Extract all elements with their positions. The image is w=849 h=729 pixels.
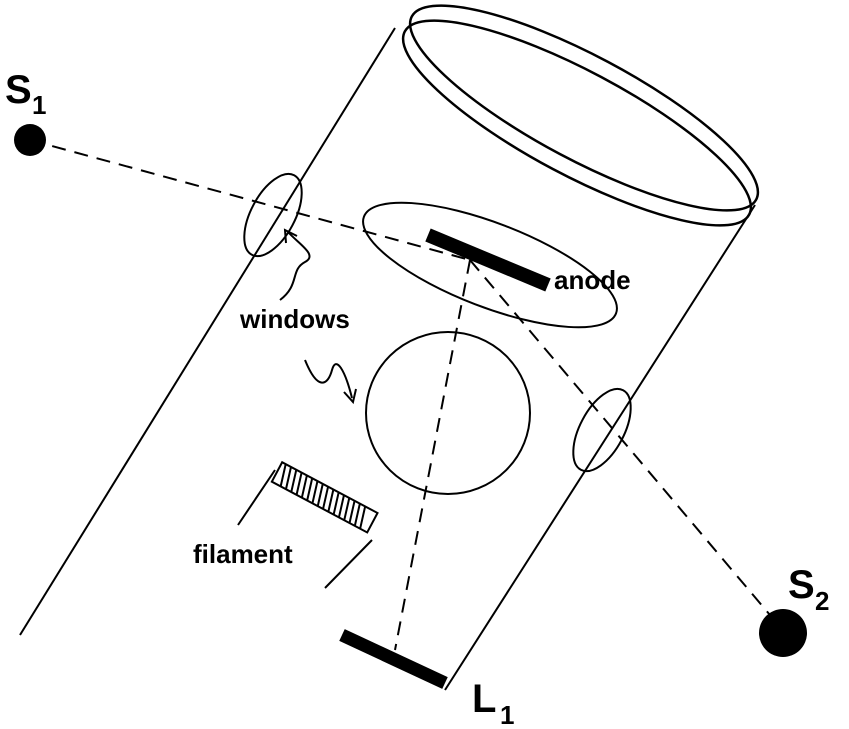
- right-window: [572, 387, 632, 473]
- filament-lead-left: [237, 469, 276, 526]
- anode-label: anode: [554, 265, 631, 295]
- s2-source-dot: [759, 609, 807, 657]
- windows-pointer-upper-head: [283, 228, 298, 244]
- tube-left-wall: [19, 27, 396, 636]
- s2-label: S: [788, 563, 815, 607]
- l1-subscript: 1: [500, 700, 514, 729]
- filament-lead-right: [324, 539, 373, 589]
- filament-assembly: [237, 460, 379, 589]
- anode-bar: [425, 228, 551, 292]
- beam-anode-to-l1: [394, 259, 471, 651]
- central-window: [365, 331, 531, 495]
- s1-subscript: 1: [32, 90, 46, 120]
- tube-right-wall: [444, 204, 756, 691]
- filament-label: filament: [193, 539, 293, 569]
- windows-pointer-lower-head: [343, 388, 357, 405]
- s2-subscript: 2: [815, 586, 829, 616]
- windows-label: windows: [239, 304, 350, 334]
- tube-top-rim-inner: [401, 19, 753, 227]
- tube-top-rim-outer: [408, 4, 760, 212]
- beam-s1-to-anode: [29, 139, 471, 261]
- beam-anode-to-s2: [469, 259, 771, 616]
- s1-label: S: [5, 68, 32, 112]
- filament-coil-windings: [279, 463, 367, 529]
- l1-label: L: [472, 677, 496, 721]
- filament-coil: [270, 460, 379, 534]
- anode-ellipse: [362, 201, 618, 329]
- windows-pointer-lower: [304, 359, 353, 399]
- l1-bar: [339, 629, 448, 689]
- left-window: [243, 172, 303, 258]
- s1-source-dot: [14, 124, 46, 156]
- windows-pointer-upper: [279, 231, 311, 301]
